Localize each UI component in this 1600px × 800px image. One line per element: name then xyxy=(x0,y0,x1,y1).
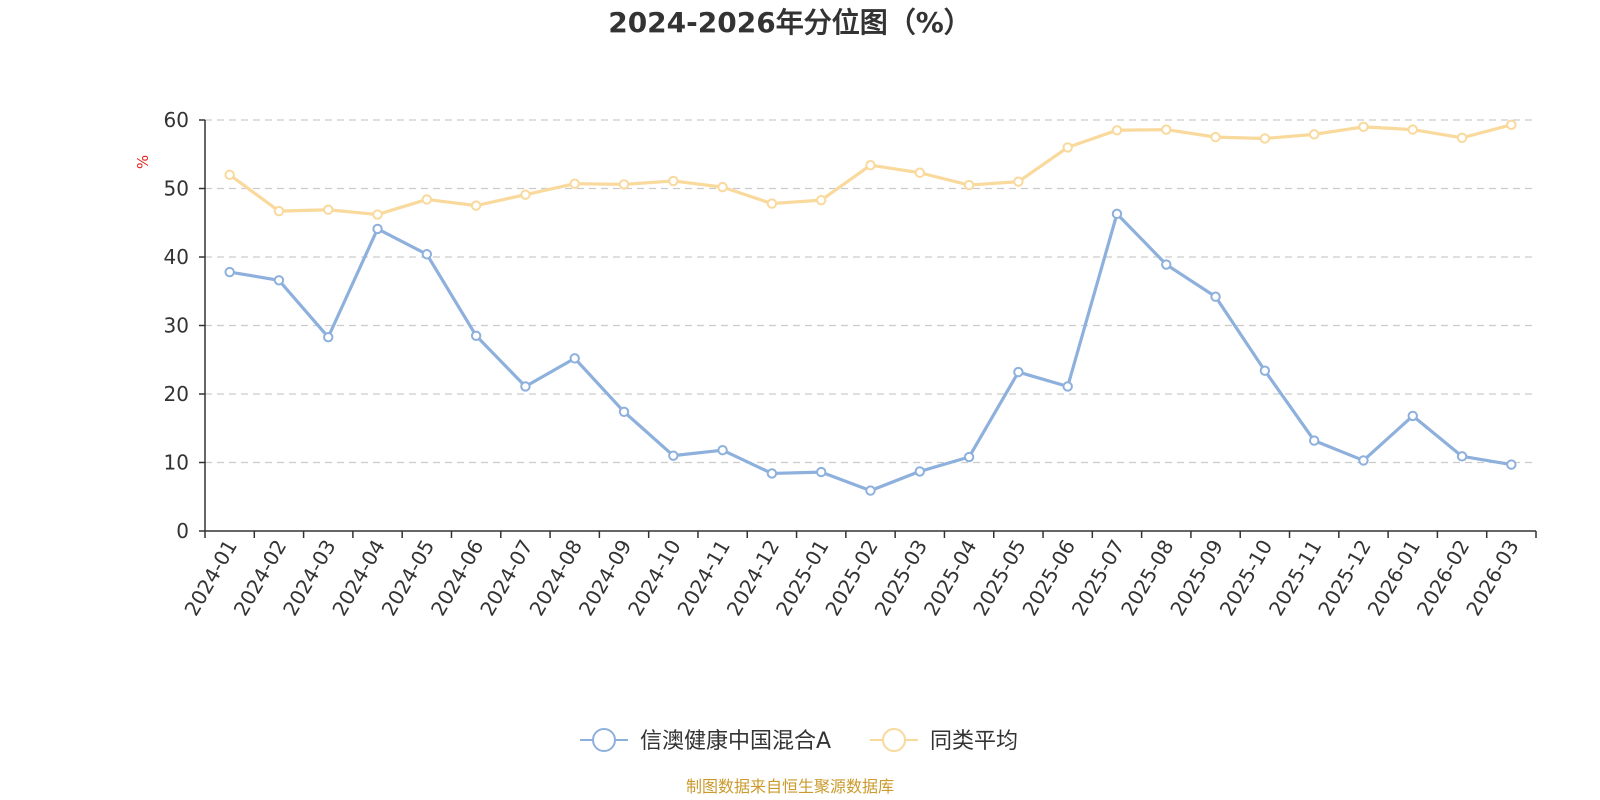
data-point xyxy=(766,198,778,209)
data-point xyxy=(865,485,876,496)
data-point xyxy=(963,451,975,463)
data-point xyxy=(273,275,285,286)
y-tick-label: 60 xyxy=(164,108,189,132)
data-point xyxy=(1013,176,1024,187)
data-point xyxy=(1308,435,1320,446)
series-2 xyxy=(224,119,1517,220)
y-tick-label: 0 xyxy=(176,519,189,543)
data-point xyxy=(1210,131,1221,143)
data-point xyxy=(1407,410,1418,422)
data-point xyxy=(668,175,679,187)
data-point xyxy=(618,406,630,418)
data-point xyxy=(1062,142,1073,153)
data-point xyxy=(668,450,679,461)
data-point xyxy=(1308,129,1320,140)
data-point xyxy=(323,331,334,343)
data-point xyxy=(766,468,778,479)
data-point xyxy=(520,381,531,392)
y-tick-label: 10 xyxy=(164,451,189,475)
data-point xyxy=(372,209,383,220)
data-point xyxy=(1259,133,1271,144)
data-point xyxy=(865,160,876,171)
legend-label: 信澳健康中国混合A xyxy=(640,729,831,754)
data-point xyxy=(1161,259,1172,270)
data-point xyxy=(1210,291,1221,302)
data-point xyxy=(1358,455,1369,466)
y-axis-label: % xyxy=(134,155,152,169)
legend-label: 同类平均 xyxy=(930,729,1018,754)
data-point xyxy=(914,167,925,178)
data-point xyxy=(1456,451,1468,462)
data-point xyxy=(618,179,630,190)
grid-layer xyxy=(205,119,1536,464)
y-tick-label: 50 xyxy=(164,177,189,201)
data-point xyxy=(1358,121,1369,133)
data-point xyxy=(1506,119,1517,130)
series-1 xyxy=(224,208,1517,496)
data-point xyxy=(224,169,235,181)
y-tick-label: 30 xyxy=(164,314,189,338)
data-point xyxy=(1506,459,1517,470)
data-point xyxy=(421,249,433,260)
data-point xyxy=(323,204,334,215)
series-layer xyxy=(224,119,1517,496)
data-point xyxy=(1111,125,1123,136)
data-point xyxy=(372,223,383,235)
data-point xyxy=(520,189,531,200)
data-point xyxy=(816,466,827,478)
data-point xyxy=(1456,132,1468,144)
data-point xyxy=(717,444,728,456)
legend[interactable]: 信澳健康中国混合A 同类平均 xyxy=(580,728,1018,754)
y-tick-label: 20 xyxy=(164,382,189,406)
data-point xyxy=(1111,208,1123,220)
data-point xyxy=(963,179,975,191)
data-point xyxy=(569,353,580,364)
source-note: 制图数据来自恒生聚源数据库 xyxy=(686,777,894,796)
data-point xyxy=(470,330,482,341)
data-point xyxy=(914,466,925,477)
data-point xyxy=(224,266,235,278)
data-point xyxy=(1161,124,1172,135)
data-point xyxy=(717,181,728,193)
data-point xyxy=(1013,366,1024,378)
legend-marker-icon xyxy=(592,728,616,752)
y-tick-label: 40 xyxy=(164,245,189,269)
data-point xyxy=(816,194,827,206)
chart-title: 2024-2026年分位图（%） xyxy=(608,6,972,39)
data-point xyxy=(1062,381,1073,392)
data-point xyxy=(421,194,433,205)
data-point xyxy=(470,200,482,211)
legend-item-1[interactable]: 信澳健康中国混合A xyxy=(580,728,831,754)
data-point xyxy=(273,205,285,217)
data-point xyxy=(1407,124,1418,135)
legend-marker-icon xyxy=(882,728,906,752)
data-point xyxy=(1259,365,1271,376)
axis-layer: 01020304050602024-012024-022024-032024-0… xyxy=(164,108,1537,620)
data-point xyxy=(569,178,580,189)
legend-item-2[interactable]: 同类平均 xyxy=(870,728,1018,754)
